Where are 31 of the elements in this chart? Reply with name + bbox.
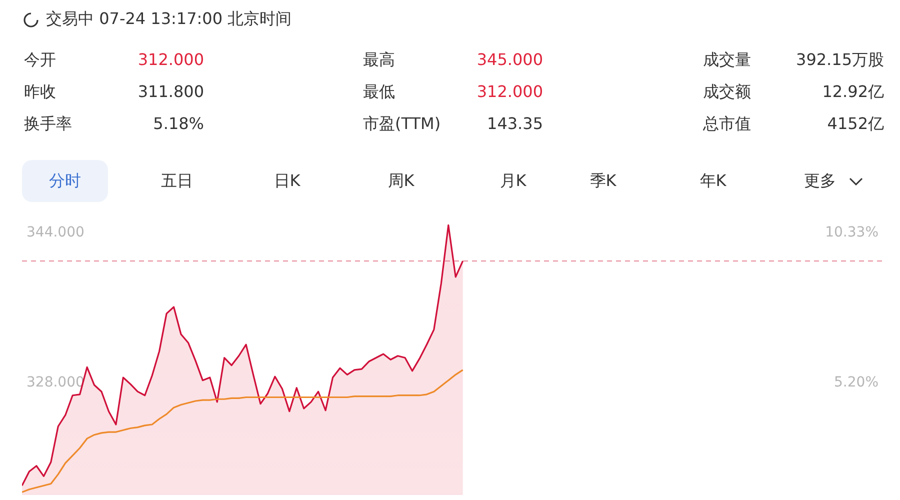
text: 总市值 xyxy=(703,114,751,135)
text: 更多 xyxy=(803,170,837,192)
text: 143.35 xyxy=(487,114,543,133)
text: 12.92亿 xyxy=(822,82,884,103)
text: 4152亿 xyxy=(827,114,884,135)
text: 分时 xyxy=(22,160,108,202)
text: 345.000 xyxy=(476,50,543,69)
text: 392.15万股 xyxy=(796,50,884,71)
text: 5.18% xyxy=(153,114,204,133)
text: 311.800 xyxy=(138,82,204,101)
text: 最高 xyxy=(363,50,395,71)
text: 今开 xyxy=(24,50,56,71)
text: 市盈(TTM) xyxy=(363,114,441,135)
text: 昨收 xyxy=(24,82,56,103)
text: 年K xyxy=(698,170,728,192)
text: 周K xyxy=(386,170,416,192)
y-tick-label: 344.000 xyxy=(26,224,84,240)
text: 换手率 xyxy=(24,114,72,135)
text: 季K xyxy=(588,170,618,192)
text: 月K xyxy=(498,170,528,192)
text: 312.000 xyxy=(476,82,543,101)
text: 日K xyxy=(272,170,302,192)
y2-tick-label: 5.20% xyxy=(834,374,878,391)
text: 成交量 xyxy=(703,50,751,71)
text: 最低 xyxy=(363,82,395,103)
text: 五日 xyxy=(160,170,194,192)
line-series xyxy=(22,369,464,493)
chart-title: 交易中 07-24 13:17:00 北京时间 xyxy=(46,9,292,30)
text: 312.000 xyxy=(138,50,204,69)
y2-tick-label: 10.33% xyxy=(825,224,878,240)
text: 成交额 xyxy=(703,82,751,103)
